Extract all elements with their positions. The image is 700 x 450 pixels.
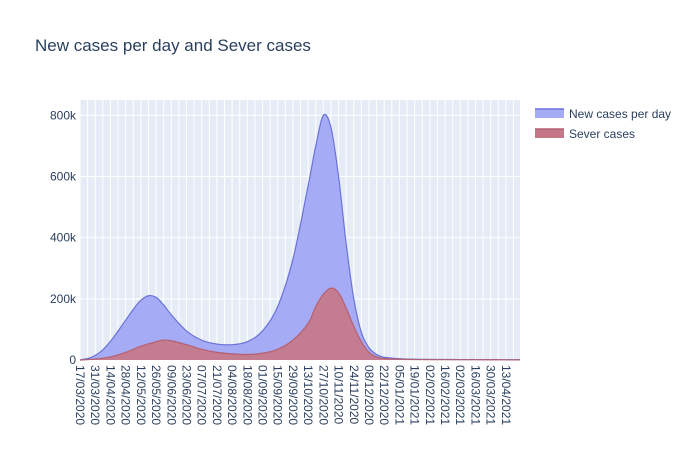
series-line-sever-cases xyxy=(79,287,521,361)
y-tick-label: 400k xyxy=(50,231,77,245)
x-tick-label: 05/01/2021 xyxy=(392,365,406,425)
x-tick-label: 28/04/2020 xyxy=(119,365,133,425)
x-tick-label: 17/03/2020 xyxy=(73,365,87,425)
x-axis-ticks: 17/03/2020 31/03/2020 14/04/2020 28/04/2020… xyxy=(73,365,513,425)
legend-label: Sever cases xyxy=(569,127,635,141)
y-tick-label: 800k xyxy=(50,108,77,122)
x-tick-label: 22/12/2020 xyxy=(377,365,391,425)
x-tick-label: 27/10/2020 xyxy=(316,365,330,425)
x-tick-label: 10/11/2020 xyxy=(332,365,346,424)
x-tick-label: 12/05/2020 xyxy=(134,365,148,425)
legend-swatch xyxy=(535,109,564,118)
x-tick-label: 16/03/2021 xyxy=(468,365,482,425)
legend-swatch xyxy=(535,129,564,138)
y-tick-label: 600k xyxy=(50,169,77,183)
x-tick-label: 09/06/2020 xyxy=(164,365,178,425)
x-tick-label: 19/01/2021 xyxy=(408,365,422,425)
x-tick-label: 26/05/2020 xyxy=(149,365,163,425)
x-tick-label: 15/09/2020 xyxy=(271,365,285,425)
x-tick-label: 29/09/2020 xyxy=(286,365,300,425)
x-tick-label: 23/06/2020 xyxy=(179,365,193,425)
x-tick-label: 24/11/2020 xyxy=(347,365,361,424)
y-axis-ticks: 0 200k 400k 600k 800k xyxy=(50,108,77,367)
x-tick-label: 02/02/2021 xyxy=(423,365,437,425)
x-tick-label: 16/02/2021 xyxy=(438,365,452,425)
x-tick-label: 01/09/2020 xyxy=(256,365,270,425)
x-tick-label: 30/03/2021 xyxy=(484,365,498,425)
x-tick-label: 18/08/2020 xyxy=(240,365,254,425)
legend[interactable]: New cases per day Sever cases xyxy=(535,107,671,141)
x-tick-label: 07/07/2020 xyxy=(195,365,209,425)
chart-title: New cases per day and Sever cases xyxy=(35,36,311,55)
series-layer xyxy=(79,113,521,361)
legend-item-sever-cases[interactable]: Sever cases xyxy=(535,127,635,141)
y-tick-label: 0 xyxy=(69,353,76,367)
x-tick-label: 04/08/2020 xyxy=(225,365,239,425)
series-area-sever-cases[interactable] xyxy=(80,288,520,360)
series-area-new-cases-per-day[interactable] xyxy=(80,114,520,361)
x-tick-label: 14/04/2020 xyxy=(103,365,117,425)
x-tick-label: 02/03/2021 xyxy=(453,365,467,425)
x-tick-label: 31/03/2020 xyxy=(88,365,102,425)
x-tick-label: 13/10/2020 xyxy=(301,365,315,425)
y-tick-label: 200k xyxy=(50,292,77,306)
legend-item-new-cases-per-day[interactable]: New cases per day xyxy=(535,107,671,121)
x-tick-label: 08/12/2020 xyxy=(362,365,376,425)
legend-label: New cases per day xyxy=(569,107,671,121)
x-tick-label: 13/04/2021 xyxy=(499,365,513,425)
x-tick-label: 21/07/2020 xyxy=(210,365,224,425)
